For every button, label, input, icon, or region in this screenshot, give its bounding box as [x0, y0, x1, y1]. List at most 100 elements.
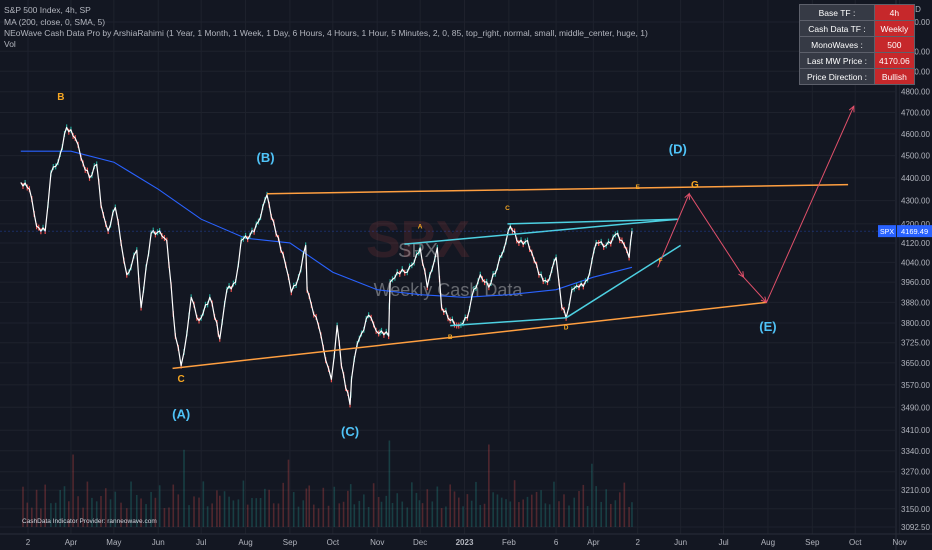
- volume-bar: [211, 503, 213, 527]
- x-tick-label: Apr: [587, 538, 600, 547]
- time-axis[interactable]: 2 Apr May Jun Jul Aug Sep Oct Nov Dec 2023 Feb 6 Apr 2…: [0, 533, 932, 547]
- volume-bar: [297, 506, 300, 527]
- volume-bar: [67, 501, 70, 527]
- volume-bar: [445, 506, 447, 527]
- x-tick-label: Feb: [502, 538, 516, 547]
- volume-bar: [104, 488, 107, 527]
- volume-bar: [154, 497, 157, 527]
- y-tick-label: 3210.00: [901, 486, 930, 495]
- volume-bars: [22, 440, 633, 527]
- volume-bar: [563, 494, 565, 527]
- volume-bar: [363, 494, 365, 527]
- table-row: Base TF :4h: [799, 4, 915, 21]
- volume-bar: [232, 500, 235, 527]
- volume-bar: [619, 492, 621, 527]
- table-key: Price Direction :: [799, 68, 875, 85]
- volume-legend[interactable]: Vol: [4, 39, 16, 49]
- volume-bar: [349, 484, 352, 527]
- wave-labels: B C (A) (B) (C) A B C D E F G (D) (E): [57, 92, 776, 439]
- table-row: MonoWaves :500: [799, 36, 915, 53]
- grid: [0, 0, 901, 534]
- table-key: Last MW Price :: [799, 52, 875, 69]
- volume-bar: [86, 481, 89, 527]
- volume-bar: [50, 503, 52, 527]
- y-tick-label: 4900.00: [901, 67, 930, 76]
- volume-bar: [268, 489, 270, 527]
- volume-bar: [327, 505, 330, 527]
- volume-bar: [436, 486, 439, 527]
- volume-bar: [246, 504, 249, 527]
- volume-bar: [609, 503, 612, 527]
- volume-bar: [614, 500, 617, 527]
- volume-bar: [120, 502, 122, 527]
- x-tick-label: Apr: [65, 538, 78, 547]
- volume-bar: [26, 502, 29, 527]
- volume-bar: [631, 502, 633, 527]
- x-tick-label: Jun: [152, 538, 165, 547]
- y-tick-label: 3490.00: [901, 403, 930, 412]
- volume-bar: [347, 490, 349, 527]
- volume-bar: [125, 508, 128, 527]
- volume-bar: [228, 496, 230, 527]
- x-tick-label: 6: [554, 538, 559, 547]
- volume-bar: [150, 491, 152, 527]
- volume-bar: [431, 501, 434, 527]
- x-tick-label: Dec: [413, 538, 427, 547]
- volume-bar: [535, 491, 538, 527]
- volume-bar: [522, 499, 524, 527]
- y-tick-label: 3340.00: [901, 447, 930, 456]
- wave-label: E: [636, 184, 641, 191]
- y-tick-label: 3570.00: [901, 381, 930, 390]
- volume-bar: [44, 484, 46, 527]
- volume-bar: [492, 492, 494, 527]
- volume-bar: [591, 463, 593, 527]
- volume-bar: [513, 480, 516, 527]
- volume-bar: [322, 487, 325, 527]
- wave-label: B: [448, 334, 453, 341]
- x-tick-label: Oct: [849, 538, 862, 547]
- table-row: Cash Data TF : Weekly: [799, 20, 915, 37]
- volume-bar: [586, 506, 589, 527]
- indicator-legend[interactable]: NEoWave Cash Data Pro by ArshiaRahimi (1…: [4, 28, 648, 38]
- volume-bar: [415, 492, 418, 527]
- wave-label: F: [659, 257, 663, 264]
- projection-arrowhead: [760, 296, 768, 304]
- volume-bar: [242, 480, 245, 527]
- wave-label: B: [57, 92, 64, 103]
- volume-bar: [453, 491, 456, 527]
- volume-bar: [72, 454, 74, 527]
- table-key: MonoWaves :: [799, 36, 875, 53]
- price-line: [20, 126, 633, 405]
- volume-bar: [251, 497, 253, 527]
- table-value: 4170.06: [874, 52, 915, 69]
- ma-line: [20, 150, 633, 298]
- volume-bar: [406, 507, 409, 527]
- volume-bar: [628, 507, 630, 527]
- volume-bar: [600, 501, 602, 527]
- price-axis[interactable]: USD5150.005000.004900.004800.004700.0046…: [895, 0, 930, 550]
- volume-bar: [237, 499, 240, 527]
- volume-bar: [358, 500, 361, 527]
- ma-legend[interactable]: MA (200, close, 0, SMA, 5): [4, 17, 106, 27]
- table-value: Bullish: [874, 68, 915, 85]
- projection-arrowhead: [684, 192, 690, 200]
- volume-bar: [623, 482, 626, 527]
- x-tick-label: 2: [635, 538, 640, 547]
- volume-bar: [308, 485, 311, 527]
- x-tick-label: Oct: [327, 538, 340, 547]
- volume-bar: [483, 503, 486, 527]
- volume-bar: [496, 494, 499, 527]
- x-tick-label: Nov: [370, 538, 384, 547]
- price-path: [20, 126, 633, 405]
- table-key: Base TF :: [799, 4, 875, 21]
- wave-label: G: [691, 180, 699, 191]
- wave-label: C: [505, 205, 510, 212]
- volume-bar: [22, 486, 24, 527]
- triangle-upper-line: [266, 183, 849, 195]
- inner-upper-line: [404, 218, 678, 245]
- symbol-legend[interactable]: S&P 500 Index, 4h, SP: [4, 5, 91, 15]
- volume-bar: [449, 484, 452, 527]
- x-tick-label: Aug: [238, 538, 252, 547]
- volume-bar: [385, 495, 388, 527]
